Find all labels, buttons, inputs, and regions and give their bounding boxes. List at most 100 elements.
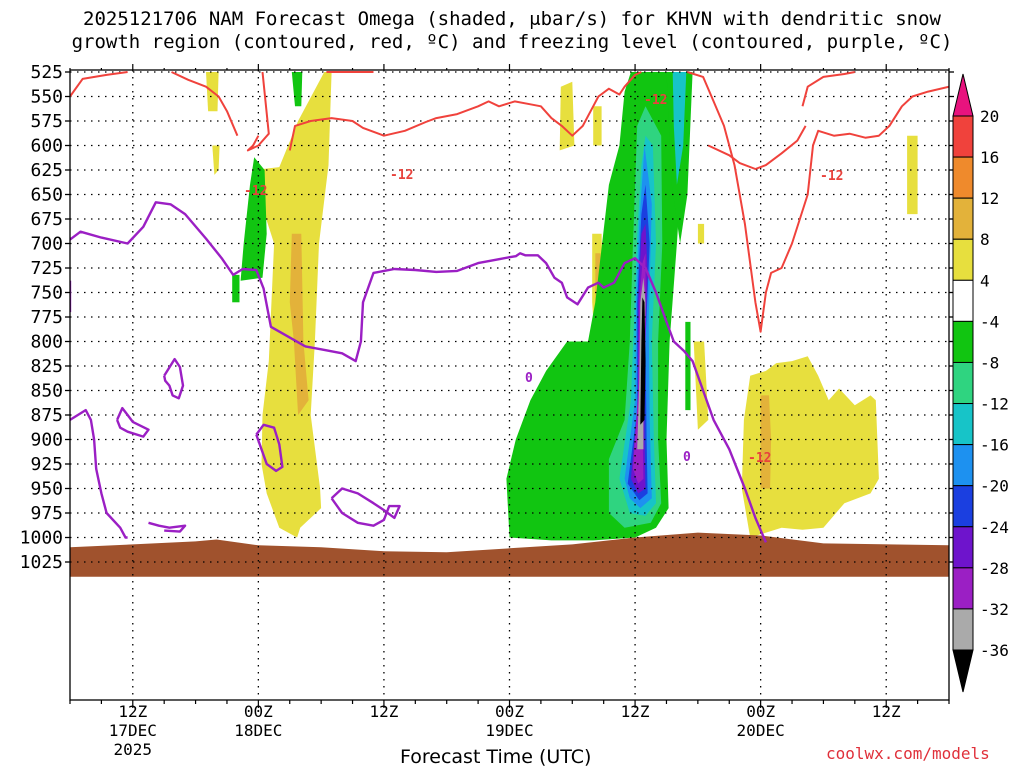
y-tick-label: 975	[30, 503, 63, 524]
colorbar-swatch	[952, 115, 974, 158]
freezing-contour-line	[115, 406, 150, 438]
freezing-contour-label: 0	[525, 371, 533, 386]
contour-label-layer: -12 -12 -12 -12 -12 0 0	[244, 93, 843, 466]
y-tick-label: 950	[30, 479, 63, 500]
freezing-contour-line	[148, 521, 187, 533]
colorbar-swatch	[952, 156, 974, 199]
omega-shade-region	[685, 321, 691, 411]
y-tick-label: 850	[30, 381, 63, 402]
contour-layer	[70, 71, 949, 543]
colorbar-label: 20	[980, 107, 999, 126]
freezing-contour-line	[163, 357, 185, 400]
colorbar-bottom-arrow	[952, 649, 974, 693]
colorbar-swatch	[952, 361, 974, 405]
omega-shade-region	[212, 145, 220, 175]
y-tick-label: 1025	[20, 552, 63, 573]
y-tick-label: 700	[30, 234, 63, 255]
x-tick-label: 12Z	[872, 702, 901, 721]
x-tick-label: 00Z	[495, 702, 524, 721]
omega-shade-region	[760, 395, 772, 489]
x-axis-title: Forecast Time (UTC)	[400, 746, 592, 768]
dgz-contour-line	[288, 71, 642, 151]
x-tick-label: 00Z	[746, 702, 775, 721]
omega-shade-region	[559, 81, 575, 151]
dgz-contour-label: -12	[820, 169, 843, 184]
omega-shade-region	[232, 274, 240, 303]
y-tick-label: 725	[30, 258, 63, 279]
x-tick-label: 12Z	[369, 702, 398, 721]
y-tick-label: 775	[30, 307, 63, 328]
freezing-contour-label: 0	[683, 450, 691, 465]
dgz-contour-line	[801, 71, 855, 107]
colorbar-swatch	[952, 444, 974, 487]
colorbar-swatch	[952, 279, 974, 322]
colorbar-label: 8	[980, 230, 990, 249]
omega-shade-region	[289, 233, 309, 415]
dgz-contour-label: -12	[748, 451, 771, 466]
y-tick-label: 825	[30, 356, 63, 377]
colorbar-swatch	[952, 526, 974, 569]
omega-shade-region	[907, 135, 918, 215]
axes-layer: 525 550 575 600 625 650 675 700 725 750 775 800 825 8…	[20, 62, 954, 759]
freezing-contour-line	[70, 201, 768, 543]
chart-title-line-2: growth region (contoured, red, ºC) and f…	[71, 31, 953, 53]
dgz-contour-label: -12	[644, 93, 667, 108]
omega-shade-region	[697, 223, 705, 244]
omega-shade-region	[240, 157, 267, 281]
y-tick-label: 525	[30, 62, 63, 83]
colorbar-label: -32	[980, 600, 1009, 619]
y-tick-label: 575	[30, 111, 63, 132]
colorbar-label: -24	[980, 518, 1009, 537]
colorbar-swatch	[952, 485, 974, 528]
omega-shade-region	[291, 72, 303, 107]
y-tick-label: 675	[30, 209, 63, 230]
x-tick-label: 12Z	[621, 702, 650, 721]
x-tick-label: 18DEC	[234, 721, 282, 740]
dgz-contour-line	[171, 71, 239, 137]
colorbar-swatch	[952, 608, 974, 651]
credit-text: coolwx.com/models	[826, 744, 990, 763]
dgz-contour-line	[246, 71, 270, 152]
colorbar-label: 16	[980, 148, 999, 167]
y-tick-label: 600	[30, 136, 63, 157]
x-tick-label: 2025	[114, 740, 153, 759]
y-tick-label: 550	[30, 87, 63, 108]
y-tick-label: 925	[30, 454, 63, 475]
dgz-contour-label: -12	[390, 168, 413, 183]
chart-title: 2025121706 NAM Forecast Omega (shaded, μ…	[0, 8, 1024, 54]
x-tick-label: 20DEC	[737, 721, 785, 740]
omega-shade-region	[640, 297, 646, 425]
colorbar-label: -4	[980, 312, 999, 331]
y-tick-label: 625	[30, 160, 63, 181]
omega-shading-layer	[206, 72, 918, 541]
colorbar-top-arrow	[952, 73, 974, 117]
colorbar-swatch	[952, 320, 974, 363]
omega-shade-region	[593, 106, 602, 146]
dgz-contour-label: -12	[244, 184, 267, 199]
chart-title-line-1: 2025121706 NAM Forecast Omega (shaded, μ…	[83, 8, 941, 30]
colorbar-label: -8	[980, 353, 999, 372]
colorbar-swatch	[952, 238, 974, 281]
x-tick-label: 12Z	[118, 702, 147, 721]
grid-layer	[70, 70, 949, 700]
terrain-fill	[70, 532, 949, 577]
dgz-contour-line	[707, 125, 807, 170]
colorbar-swatch	[952, 403, 974, 446]
colorbar-label: -16	[980, 436, 1009, 455]
terrain-layer	[70, 532, 949, 577]
colorbar: 20 16 12 8 4 -4 -8 -12 -16 -20 -24 -28 -32 -36	[952, 73, 1009, 693]
omega-shade-region	[672, 72, 687, 185]
y-tick-label: 875	[30, 405, 63, 426]
colorbar-label: 4	[980, 271, 990, 290]
colorbar-swatch	[952, 197, 974, 240]
y-tick-label: 800	[30, 332, 63, 353]
dgz-contour-line	[70, 71, 128, 98]
x-tick-label: 17DEC	[109, 721, 157, 740]
colorbar-label: -12	[980, 395, 1009, 414]
x-tick-label: 19DEC	[485, 721, 533, 740]
y-tick-label: 650	[30, 185, 63, 206]
omega-shade-region	[741, 356, 879, 538]
freezing-contour-line	[255, 423, 284, 473]
freezing-contour-line	[70, 408, 128, 539]
